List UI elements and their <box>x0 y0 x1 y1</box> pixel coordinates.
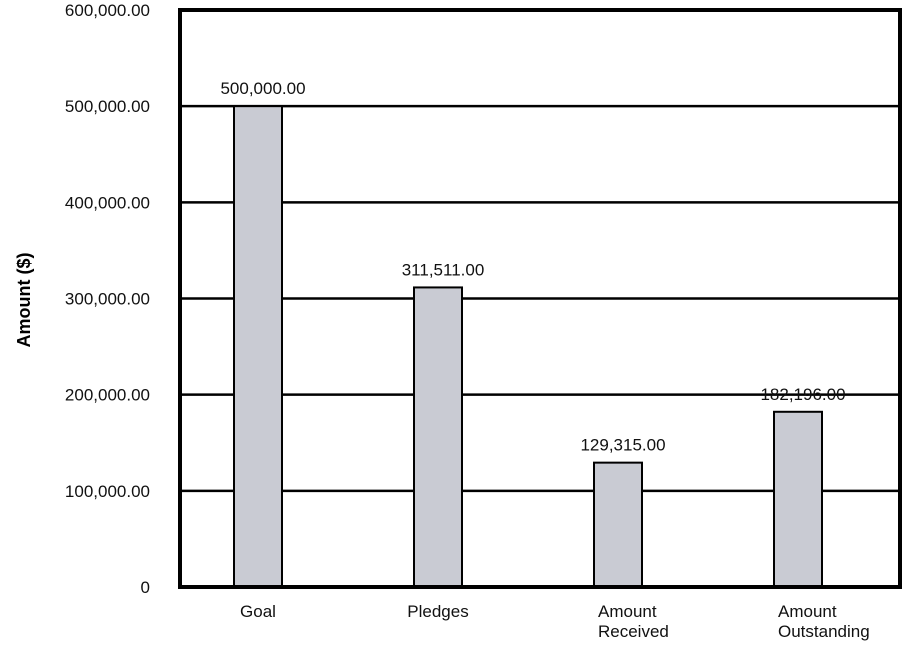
y-tick-label: 400,000.00 <box>65 193 150 212</box>
category-label: Pledges <box>407 602 468 621</box>
y-tick-label: 200,000.00 <box>65 386 150 405</box>
y-axis-title: Amount ($) <box>14 253 34 348</box>
y-tick-label: 600,000.00 <box>65 1 150 20</box>
category-labels: Goal Pledges AmountReceivedAmountOutstandi… <box>240 602 870 641</box>
category-label: Received <box>598 622 669 641</box>
y-tick-label: 300,000.00 <box>65 290 150 309</box>
y-axis-ticks: 0 100,000.00 200,000.00 300,000.00 400,000.0… <box>65 1 150 597</box>
bar <box>413 286 463 588</box>
data-label: 182,196.00 <box>760 385 845 404</box>
y-tick-label: 0 <box>141 578 150 597</box>
bars <box>233 105 823 589</box>
category-label: Outstanding <box>778 622 870 641</box>
data-label: 129,315.00 <box>580 436 665 455</box>
data-labels: 500,000.00 311,511.00 129,315.00 182,196.00 <box>220 79 845 454</box>
data-label: 311,511.00 <box>402 260 485 279</box>
data-label: 500,000.00 <box>220 79 305 98</box>
y-tick-label: 500,000.00 <box>65 97 150 116</box>
y-tick-label: 100,000.00 <box>65 482 150 501</box>
category-label: Amount <box>598 602 657 621</box>
bar <box>593 461 643 589</box>
category-label: Amount <box>778 602 837 621</box>
bar <box>773 410 823 588</box>
category-label: Goal <box>240 602 276 621</box>
bar <box>233 105 283 589</box>
plot-frame <box>178 8 902 589</box>
